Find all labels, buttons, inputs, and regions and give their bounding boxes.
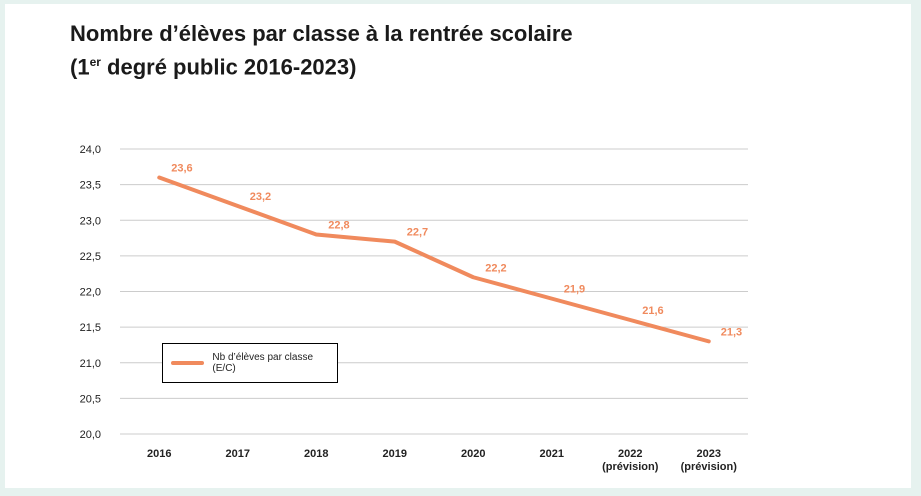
x-axis-ticks: 2016 2017 2018 2019 2020 2021 2022(prévision)2… [147, 448, 737, 473]
x-tick-label: 2017 [226, 448, 250, 460]
y-tick-label: 20,5 [80, 393, 101, 405]
title-line-2-suffix: degré public 2016-2023) [100, 54, 357, 80]
chart-title: Nombre d’élèves par classe à la rentrée … [70, 20, 573, 81]
series-line [157, 175, 711, 344]
x-tick-label: 2023 [697, 448, 721, 460]
title-line-1: Nombre d’élèves par classe à la rentrée … [70, 21, 573, 46]
data-label: 23,6 [171, 163, 192, 175]
legend-label: Nb d’élèves par classe (E/C) [212, 352, 314, 374]
grid-lines [120, 148, 748, 435]
y-tick-label: 24,0 [80, 144, 101, 156]
y-tick-label: 21,5 [80, 322, 101, 334]
data-label: 22,7 [407, 227, 428, 239]
y-tick-label: 22,5 [80, 251, 101, 263]
title-line-2-prefix: (1 [70, 54, 90, 80]
title-line-2-superscript: er [89, 55, 101, 69]
data-label: 22,2 [485, 262, 506, 274]
legend-swatch [171, 361, 205, 365]
data-label: 21,6 [642, 305, 663, 317]
data-label: 21,9 [564, 284, 585, 296]
x-tick-label: 2020 [461, 448, 485, 460]
x-tick-label: 2016 [147, 448, 171, 460]
chart-card [5, 4, 911, 488]
x-tick-label: 2021 [540, 448, 564, 460]
y-axis-ticks: 24,0 23,5 23,0 22,5 22,0 21,5 21,0 20,5 20,0 [80, 144, 101, 441]
x-tick-label: 2022 [618, 448, 642, 460]
x-tick-label: (prévision) [602, 461, 659, 473]
data-label: 21,3 [721, 326, 742, 338]
x-tick-label: 2018 [304, 448, 328, 460]
x-tick-label: 2019 [383, 448, 407, 460]
y-tick-label: 22,0 [80, 287, 101, 299]
y-tick-label: 23,5 [80, 180, 101, 192]
legend: Nb d’élèves par classe (E/C) [162, 343, 338, 383]
y-tick-label: 23,0 [80, 215, 101, 227]
x-tick-label: (prévision) [681, 461, 738, 473]
data-labels: 23,6 23,2 22,8 22,7 22,2 21,9 21,6 21,3 [171, 163, 742, 339]
data-label: 23,2 [250, 191, 271, 203]
y-tick-label: 21,0 [80, 358, 101, 370]
series-group [157, 175, 711, 344]
data-label: 22,8 [328, 220, 349, 232]
y-tick-label: 20,0 [80, 429, 101, 441]
